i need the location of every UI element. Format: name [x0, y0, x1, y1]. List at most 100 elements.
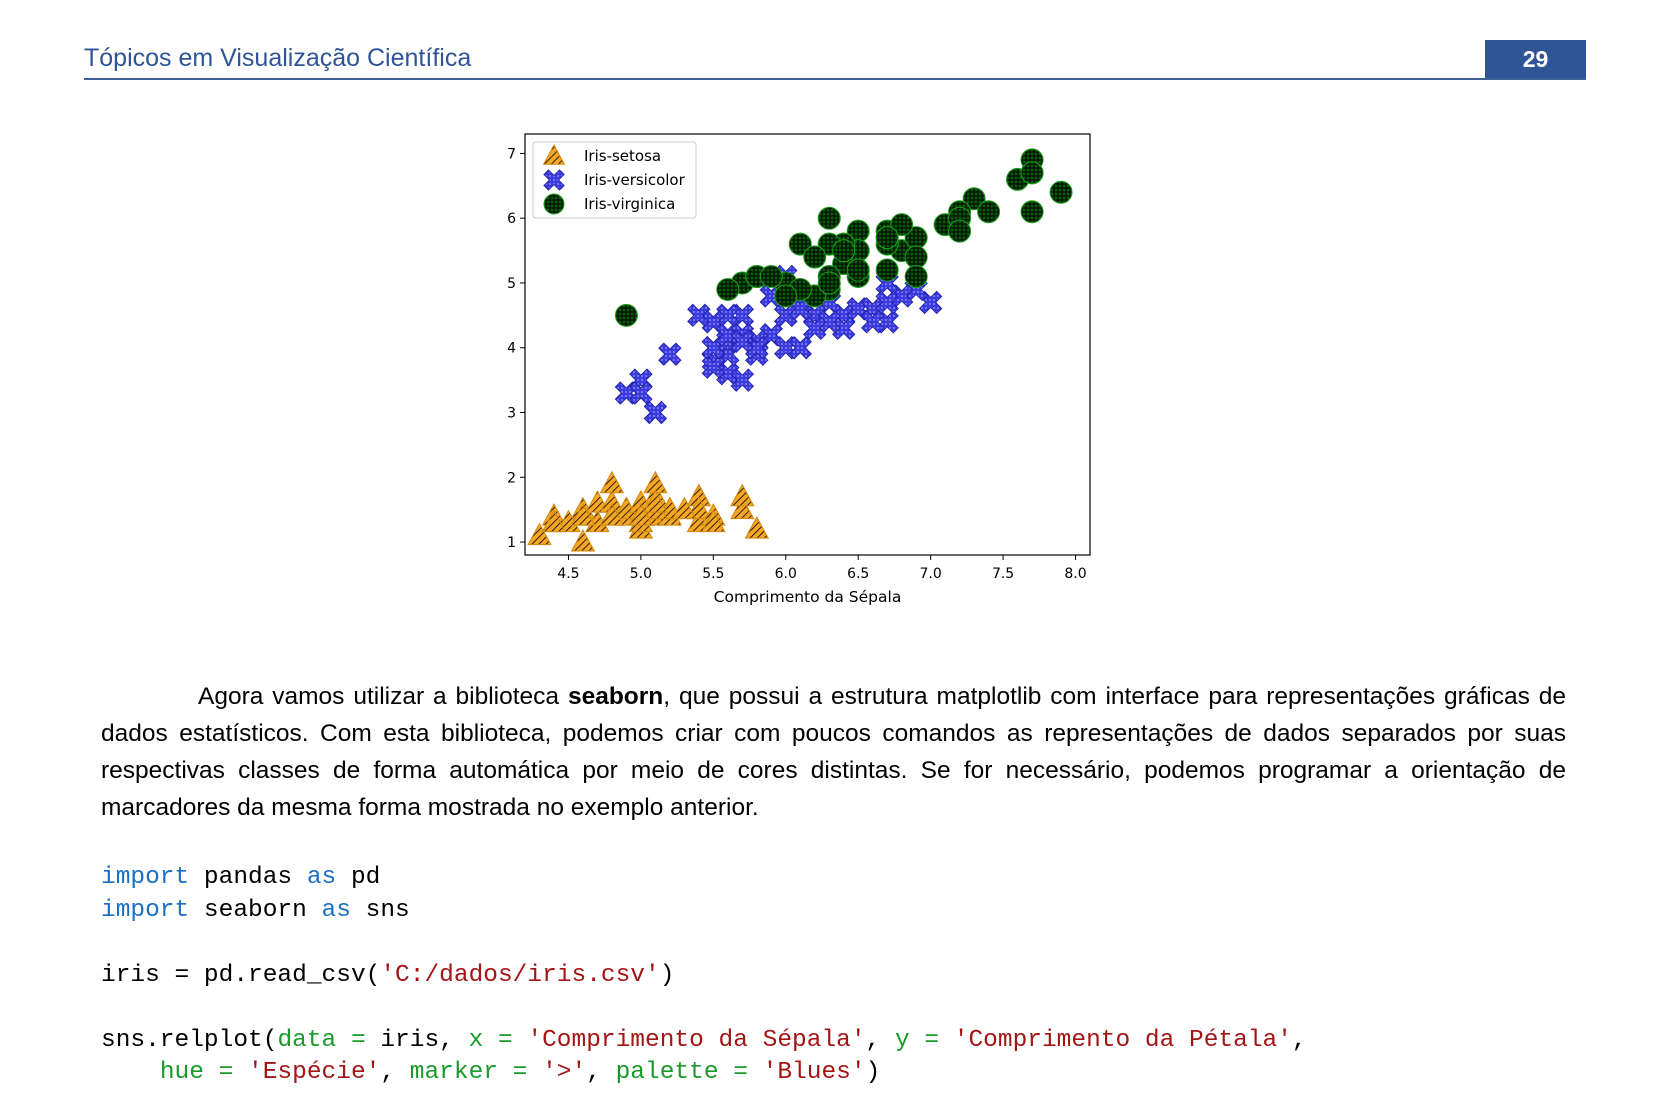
x-tick-label: 6.0	[775, 566, 797, 582]
data-point	[687, 303, 711, 328]
data-point	[701, 355, 726, 379]
series-iris-virginica	[614, 148, 1073, 327]
data-point	[788, 232, 812, 256]
x-axis-label: Comprimento da Sépala	[714, 588, 902, 606]
data-point	[1049, 180, 1073, 204]
code-token: '>'	[542, 1059, 587, 1086]
data-point	[948, 219, 972, 243]
y-tick-label: 2	[507, 470, 516, 486]
data-point	[730, 329, 755, 353]
axes-frame	[524, 133, 1091, 556]
data-point	[628, 503, 654, 526]
x-tick-label: 5.0	[630, 566, 652, 582]
code-token: ,	[380, 1059, 410, 1086]
data-point	[875, 290, 899, 315]
code-token: iris,	[380, 1026, 469, 1054]
code-token: 'Comprimento da Pétala'	[953, 1026, 1292, 1054]
iris-scatter-chart: 4.5 5.0 5.5 6.0 6.5 7.0 7.5 8.0 1 2 3 4 5 6 7 Comprimen…	[507, 133, 1091, 606]
data-point	[875, 226, 899, 250]
data-point	[860, 310, 885, 334]
data-point	[716, 277, 740, 301]
data-point	[817, 206, 841, 230]
data-point	[541, 509, 567, 533]
code-token: as	[321, 896, 351, 924]
code-token: 'Comprimento da Sépala'	[527, 1026, 866, 1054]
code-token: hue =	[159, 1059, 249, 1086]
code-token: ,	[586, 1059, 616, 1086]
data-point	[977, 200, 1001, 224]
legend: Iris-setosa Iris-versicolor Iris-virginica	[532, 141, 697, 219]
code-token: as	[306, 864, 337, 891]
code-block: import pandas as pd import seaborn as sn…	[101, 862, 1307, 1090]
legend-label: Iris-setosa	[584, 147, 661, 165]
data-point	[803, 245, 827, 269]
code-token: marker =	[409, 1059, 543, 1086]
x-tick-label: 8.0	[1064, 566, 1086, 582]
code-token: pd	[336, 864, 381, 891]
data-point	[643, 470, 668, 494]
x-tick-label: 7.5	[992, 566, 1014, 582]
code-token	[101, 1059, 160, 1086]
data-point	[744, 516, 770, 539]
y-tick-label: 5	[507, 276, 516, 292]
data-point	[658, 342, 682, 366]
code-line: hue = 'Espécie', marker = '>', palette =…	[101, 1059, 880, 1086]
code-line: iris = pd.read_csv('C:/dados/iris.csv')	[101, 962, 674, 989]
data-point	[716, 303, 740, 328]
code-token: palette =	[615, 1059, 763, 1086]
series-iris-versicolor	[614, 264, 943, 425]
legend-box	[532, 141, 697, 219]
legend-marker-triangle	[542, 143, 566, 165]
y-tick-label: 6	[507, 211, 516, 227]
data-point	[788, 336, 812, 360]
data-point	[875, 258, 899, 282]
data-point	[846, 258, 870, 282]
code-token: sns	[350, 896, 410, 924]
data-point	[890, 213, 914, 237]
legend-marker-circle	[543, 193, 565, 215]
data-point	[599, 503, 625, 526]
data-point	[730, 483, 755, 507]
code-token: import	[101, 896, 190, 924]
page-number: 29	[1485, 40, 1586, 78]
data-point	[599, 470, 625, 494]
data-point	[614, 303, 638, 327]
data-point	[570, 528, 596, 552]
data-point	[672, 496, 697, 520]
data-point	[904, 264, 928, 288]
paragraph-text-after: , que possui a estrutura matplotlib com …	[101, 683, 1566, 821]
paragraph-text-before: Agora vamos utilizar a biblioteca	[198, 683, 568, 710]
legend-marker-x	[543, 169, 565, 191]
x-tick-label: 4.5	[557, 566, 579, 582]
data-point	[730, 368, 755, 392]
code-token: ,	[1291, 1026, 1307, 1054]
x-tick-label: 6.5	[847, 566, 869, 582]
legend-label: Iris-virginica	[584, 195, 675, 213]
code-token: seaborn	[189, 896, 322, 924]
data-point	[759, 264, 783, 288]
data-point	[817, 310, 841, 334]
code-line: import pandas as pd	[101, 864, 380, 891]
data-point	[730, 496, 755, 520]
page-header: Tópicos em Visualização Científica 29	[84, 40, 1586, 80]
y-tick-label: 7	[507, 146, 516, 162]
y-tick-label: 3	[507, 406, 516, 422]
code-token: import	[101, 864, 190, 891]
series-iris-setosa	[527, 470, 770, 552]
axes: 4.5 5.0 5.5 6.0 6.5 7.0 7.5 8.0 1 2 3 4 5 6 7 Comprimen…	[507, 133, 1091, 606]
scatter-figure: 4.5 5.0 5.5 6.0 6.5 7.0 7.5 8.0 1 2 3 4 5 6 7 Comprimen…	[500, 130, 1180, 650]
data-point	[774, 284, 798, 308]
code-token: )	[659, 961, 675, 989]
data-point	[832, 239, 856, 263]
data-point	[904, 245, 928, 269]
code-token: )	[865, 1059, 881, 1086]
data-point	[701, 509, 726, 533]
code-token: pandas	[189, 864, 307, 891]
data-point	[962, 187, 986, 211]
y-tick-label: 1	[507, 535, 516, 551]
code-token: y =	[894, 1026, 954, 1054]
data-point	[803, 316, 827, 341]
x-tick-label: 5.5	[702, 566, 724, 582]
code-token: ,	[865, 1026, 895, 1054]
data-point	[1020, 200, 1044, 224]
